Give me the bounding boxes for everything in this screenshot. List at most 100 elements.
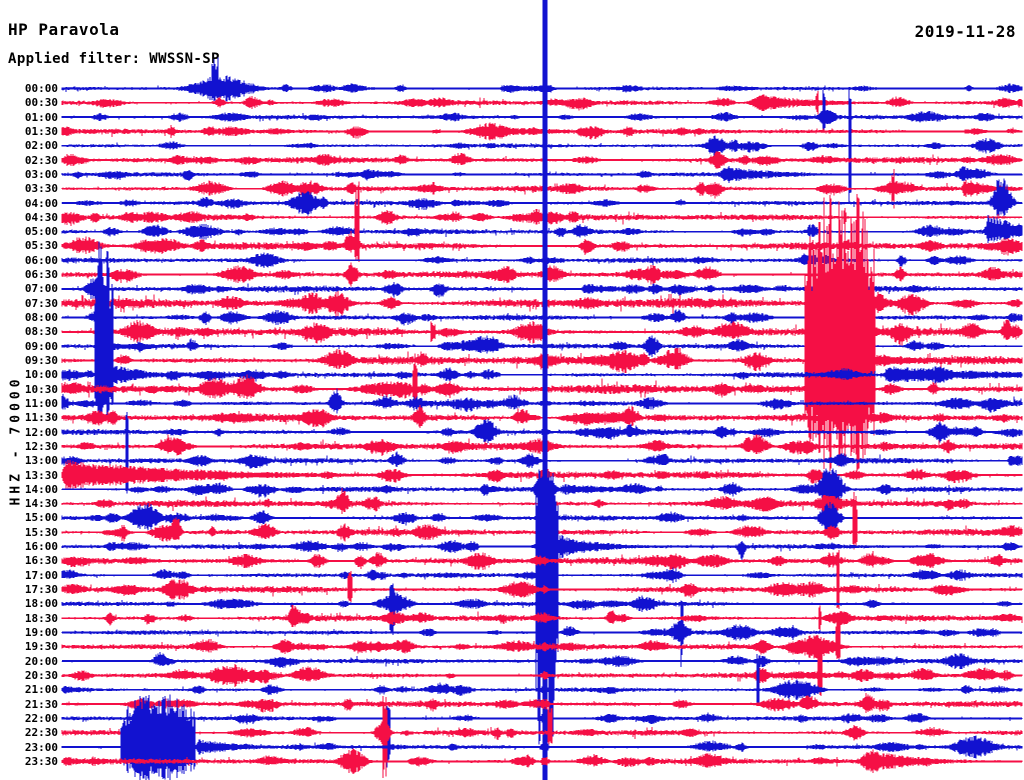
trace-22:00 — [61, 706, 1023, 768]
time-label-13:30: 13:30 — [24, 468, 58, 482]
time-label-07:00: 07:00 — [24, 282, 58, 296]
trace-15:30 — [61, 492, 1023, 550]
trace-11:00 — [61, 388, 1023, 414]
time-label-01:30: 01:30 — [24, 124, 58, 138]
trace-16:00 — [61, 0, 1023, 780]
time-label-02:00: 02:00 — [24, 139, 58, 153]
trace-04:30 — [61, 209, 1023, 226]
trace-21:00 — [61, 654, 1023, 705]
trace-23:00 — [61, 694, 1023, 780]
trace-08:30 — [61, 319, 1023, 346]
time-label-18:30: 18:30 — [24, 611, 58, 625]
trace-17:30 — [61, 550, 1023, 609]
time-label-00:30: 00:30 — [24, 96, 58, 110]
time-label-21:30: 21:30 — [24, 697, 58, 711]
trace-09:00 — [61, 335, 1023, 357]
trace-01:30 — [61, 122, 1023, 141]
station-title: HP Paravola — [8, 20, 120, 39]
time-label-14:30: 14:30 — [24, 497, 58, 511]
time-label-08:00: 08:00 — [24, 311, 58, 325]
trace-07:30 — [61, 291, 1023, 318]
time-label-09:00: 09:00 — [24, 339, 58, 353]
time-label-17:30: 17:30 — [24, 583, 58, 597]
time-label-10:30: 10:30 — [24, 382, 58, 396]
trace-02:00 — [61, 89, 1023, 202]
time-label-21:00: 21:00 — [24, 683, 58, 697]
trace-20:30 — [61, 637, 1023, 696]
time-label-04:00: 04:00 — [24, 196, 58, 210]
time-label-04:30: 04:30 — [24, 210, 58, 224]
trace-13:00 — [61, 411, 1023, 494]
time-label-07:30: 07:30 — [24, 296, 58, 310]
time-label-23:00: 23:00 — [24, 740, 58, 754]
trace-19:00 — [61, 621, 1023, 642]
time-label-14:00: 14:00 — [24, 482, 58, 496]
trace-22:30 — [61, 695, 1023, 778]
time-label-11:30: 11:30 — [24, 411, 58, 425]
trace-07:00 — [61, 277, 1023, 301]
time-label-13:00: 13:00 — [24, 454, 58, 468]
time-label-18:00: 18:00 — [24, 597, 58, 611]
time-label-02:30: 02:30 — [24, 153, 58, 167]
trace-17:00 — [61, 567, 1023, 583]
trace-03:00 — [61, 165, 1023, 183]
trace-04:00 — [61, 178, 1023, 217]
time-label-03:30: 03:30 — [24, 182, 58, 196]
record-date: 2019-11-28 — [914, 22, 1016, 41]
time-label-15:30: 15:30 — [24, 525, 58, 539]
trace-08:00 — [61, 309, 1023, 326]
time-label-10:00: 10:00 — [24, 368, 58, 382]
trace-10:30 — [61, 353, 1023, 405]
time-label-23:30: 23:30 — [24, 754, 58, 768]
time-label-06:30: 06:30 — [24, 268, 58, 282]
time-label-05:00: 05:00 — [24, 225, 58, 239]
time-label-22:30: 22:30 — [24, 726, 58, 740]
trace-12:00 — [61, 418, 1023, 443]
trace-14:30 — [61, 488, 1023, 514]
time-label-03:00: 03:00 — [24, 167, 58, 181]
trace-03:30 — [61, 168, 1023, 209]
trace-14:00 — [61, 468, 1023, 508]
trace-09:30 — [61, 194, 1023, 472]
trace-16:30 — [61, 551, 1023, 572]
trace-02:30 — [61, 151, 1023, 169]
time-label-22:00: 22:00 — [24, 711, 58, 725]
time-label-09:30: 09:30 — [24, 354, 58, 367]
time-label-01:00: 01:00 — [24, 110, 58, 124]
trace-06:30 — [61, 262, 1023, 287]
time-label-12:30: 12:30 — [24, 439, 58, 453]
applied-filter-label: Applied filter: WWSSN-SP — [8, 51, 220, 67]
time-label-20:00: 20:00 — [24, 654, 58, 668]
time-label-16:00: 16:00 — [24, 540, 58, 554]
time-label-06:00: 06:00 — [24, 253, 58, 267]
trace-05:00 — [61, 214, 1023, 243]
trace-23:30 — [61, 748, 1023, 775]
trace-18:00 — [61, 583, 1023, 668]
time-label-20:30: 20:30 — [24, 668, 58, 682]
trace-21:30 — [61, 693, 1023, 714]
time-label-08:30: 08:30 — [24, 325, 58, 339]
trace-00:30 — [61, 91, 1023, 115]
time-label-17:00: 17:00 — [24, 568, 58, 582]
trace-11:30 — [61, 405, 1023, 429]
trace-01:00 — [61, 89, 1023, 132]
trace-13:30 — [61, 460, 1023, 490]
time-label-05:30: 05:30 — [24, 239, 58, 253]
time-label-19:00: 19:00 — [24, 626, 58, 639]
trace-05:30 — [61, 181, 1023, 263]
time-label-11:00: 11:00 — [24, 396, 58, 410]
trace-15:00 — [61, 501, 1023, 535]
trace-20:00 — [61, 651, 1023, 669]
trace-10:00 — [61, 241, 1023, 420]
time-label-12:00: 12:00 — [24, 425, 58, 439]
trace-12:30 — [61, 434, 1023, 456]
trace-06:00 — [61, 252, 1023, 269]
time-label-16:30: 16:30 — [24, 554, 58, 568]
time-label-15:00: 15:00 — [24, 511, 58, 525]
trace-19:30 — [61, 612, 1023, 662]
time-label-00:00: 00:00 — [24, 82, 58, 95]
time-label-19:30: 19:30 — [24, 640, 58, 654]
trace-18:30 — [61, 605, 1023, 631]
